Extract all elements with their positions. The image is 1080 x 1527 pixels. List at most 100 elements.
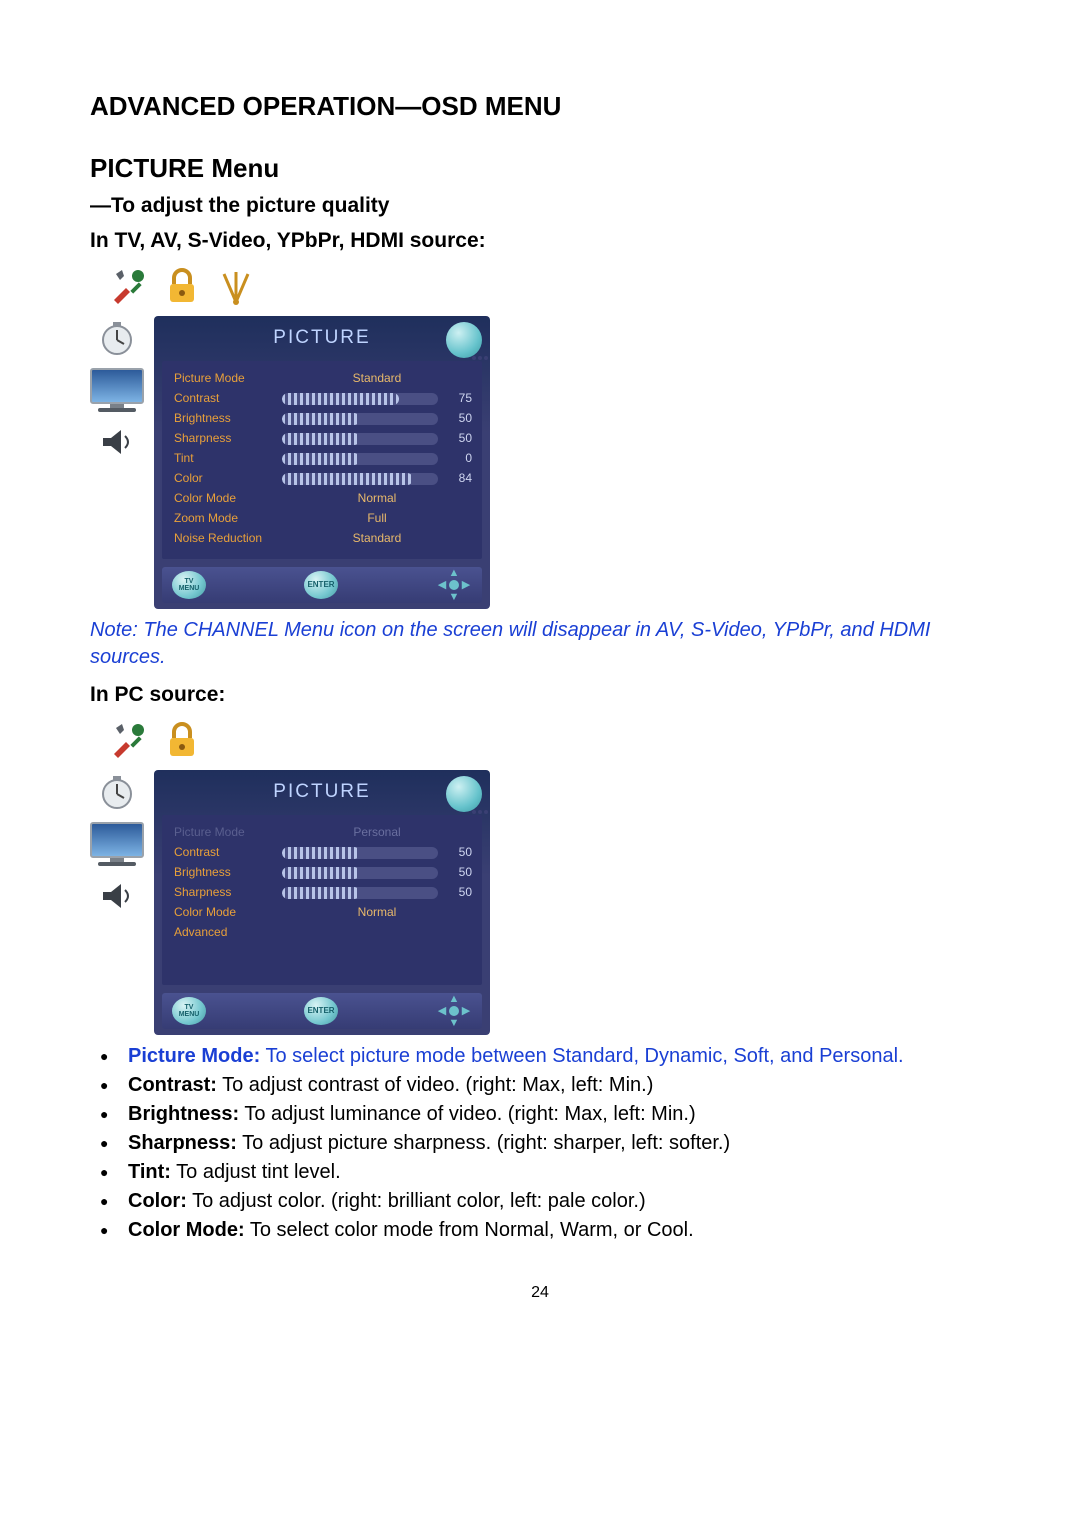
slider-track[interactable] (282, 393, 438, 405)
slider-track[interactable] (282, 887, 438, 899)
tv-menu-button[interactable]: TVMENU (172, 997, 206, 1025)
menu-row-label: Color Mode (174, 491, 282, 507)
menu-row-label: Brightness (174, 411, 282, 427)
menu-row[interactable]: Color ModeNormal (174, 903, 472, 923)
dpad-icon[interactable]: ▲ ◀▶ ▼ (436, 567, 472, 603)
menu-row[interactable]: Sharpness 50 (174, 429, 472, 449)
slider-track[interactable] (282, 433, 438, 445)
bullet-label: Brightness: (128, 1103, 239, 1125)
speaker-icon (95, 420, 139, 464)
osd-menu-tv: PICTURE Picture ModeStandardContrast75Br… (90, 262, 490, 609)
slider-value: 75 (446, 391, 472, 407)
menu-row-label: Noise Reduction (174, 531, 282, 547)
menu-row-label: Advanced (174, 925, 282, 941)
clock-icon (95, 770, 139, 814)
bullet-text: To adjust luminance of video. (right: Ma… (239, 1103, 696, 1125)
slider-value: 84 (446, 471, 472, 487)
tv-icon (88, 366, 146, 414)
source-tv-label: In TV, AV, S-Video, YPbPr, HDMI source: (90, 227, 990, 254)
menu-row[interactable]: Picture ModeStandard (174, 369, 472, 389)
menu-row[interactable]: Contrast 50 (174, 843, 472, 863)
bullet-text: To select color mode from Normal, Warm, … (245, 1219, 694, 1241)
menu-row[interactable]: Brightness 50 (174, 409, 472, 429)
note-text: Note: The CHANNEL Menu icon on the scree… (90, 617, 990, 671)
menu-row-label: Brightness (174, 865, 282, 881)
tv-icon (88, 820, 146, 868)
menu-row-label: Tint (174, 451, 282, 467)
tools-icon (106, 264, 150, 308)
bullet-list: Picture Mode: To select picture mode bet… (90, 1043, 990, 1243)
menu-row-value: Normal (282, 491, 472, 507)
list-item: Contrast: To adjust contrast of video. (… (90, 1072, 990, 1098)
bullet-label: Color: (128, 1190, 187, 1212)
slider-value: 50 (446, 845, 472, 861)
list-item: Color Mode: To select color mode from No… (90, 1217, 990, 1243)
panel-title: PICTURE (154, 316, 490, 361)
menu-row[interactable]: Picture ModePersonal (174, 823, 472, 843)
menu-row-label: Contrast (174, 845, 282, 861)
menu-row[interactable]: Noise ReductionStandard (174, 529, 472, 549)
slider-value: 50 (446, 431, 472, 447)
bullet-text: To adjust color. (right: brilliant color… (187, 1190, 646, 1212)
osd-panel: PICTURE Picture ModeStandardContrast75Br… (154, 316, 490, 609)
slider-track[interactable] (282, 413, 438, 425)
antenna-icon (214, 264, 258, 308)
menu-body-2: Picture ModePersonalContrast50Brightness… (162, 815, 482, 985)
bubble-icon (446, 776, 482, 812)
osd-panel: PICTURE Picture ModePersonalContrast50Br… (154, 770, 490, 1035)
menu-row-value: Normal (282, 905, 472, 921)
menu-row-value: Personal (282, 825, 472, 841)
slider-track[interactable] (282, 453, 438, 465)
osd-footer: TVMENU ENTER ▲ ◀▶ ▼ (162, 567, 482, 603)
list-item: Sharpness: To adjust picture sharpness. … (90, 1130, 990, 1156)
bullet-text: To adjust tint level. (171, 1161, 341, 1183)
bullet-text: To select picture mode between Standard,… (260, 1045, 903, 1067)
enter-button[interactable]: ENTER (304, 571, 338, 599)
menu-body-1: Picture ModeStandardContrast75Brightness… (162, 361, 482, 559)
bullet-text: To adjust contrast of video. (right: Max… (217, 1074, 653, 1096)
menu-row[interactable]: Advanced (174, 923, 472, 943)
menu-row[interactable]: Zoom ModeFull (174, 509, 472, 529)
page-number: 24 (90, 1283, 990, 1304)
slider-value: 50 (446, 865, 472, 881)
menu-row-label: Picture Mode (174, 825, 282, 841)
slider-track[interactable] (282, 473, 438, 485)
menu-row-value: Standard (282, 531, 472, 547)
dpad-icon[interactable]: ▲ ◀▶ ▼ (436, 993, 472, 1029)
enter-button[interactable]: ENTER (304, 997, 338, 1025)
menu-row[interactable]: Sharpness 50 (174, 883, 472, 903)
subtitle: —To adjust the picture quality (90, 192, 990, 219)
page-heading: ADVANCED OPERATION—OSD MENU (90, 90, 990, 124)
bullet-label: Color Mode: (128, 1219, 245, 1241)
slider-track[interactable] (282, 847, 438, 859)
bullet-text: To adjust picture sharpness. (right: sha… (237, 1132, 730, 1154)
menu-row[interactable]: Color 84 (174, 469, 472, 489)
panel-title: PICTURE (154, 770, 490, 815)
lock-icon (160, 264, 204, 308)
osd-footer: TVMENU ENTER ▲ ◀▶ ▼ (162, 993, 482, 1029)
slider-value: 0 (446, 451, 472, 467)
source-pc-label: In PC source: (90, 681, 990, 708)
lock-icon (160, 718, 204, 762)
menu-row-label: Sharpness (174, 431, 282, 447)
menu-row[interactable]: Brightness 50 (174, 863, 472, 883)
menu-row-label: Sharpness (174, 885, 282, 901)
list-item: Color: To adjust color. (right: brillian… (90, 1188, 990, 1214)
bubble-icon (446, 322, 482, 358)
section-title: PICTURE Menu (90, 152, 990, 186)
menu-row-value: Standard (282, 371, 472, 387)
tv-menu-button[interactable]: TVMENU (172, 571, 206, 599)
bullet-label: Picture Mode: (128, 1045, 260, 1067)
menu-row-label: Color Mode (174, 905, 282, 921)
slider-value: 50 (446, 411, 472, 427)
slider-value: 50 (446, 885, 472, 901)
tools-icon (106, 718, 150, 762)
list-item: Picture Mode: To select picture mode bet… (90, 1043, 990, 1069)
slider-track[interactable] (282, 867, 438, 879)
menu-row[interactable]: Contrast 75 (174, 389, 472, 409)
menu-row-label: Contrast (174, 391, 282, 407)
menu-row-label: Picture Mode (174, 371, 282, 387)
menu-row[interactable]: Color ModeNormal (174, 489, 472, 509)
menu-row-label: Color (174, 471, 282, 487)
menu-row[interactable]: Tint 0 (174, 449, 472, 469)
